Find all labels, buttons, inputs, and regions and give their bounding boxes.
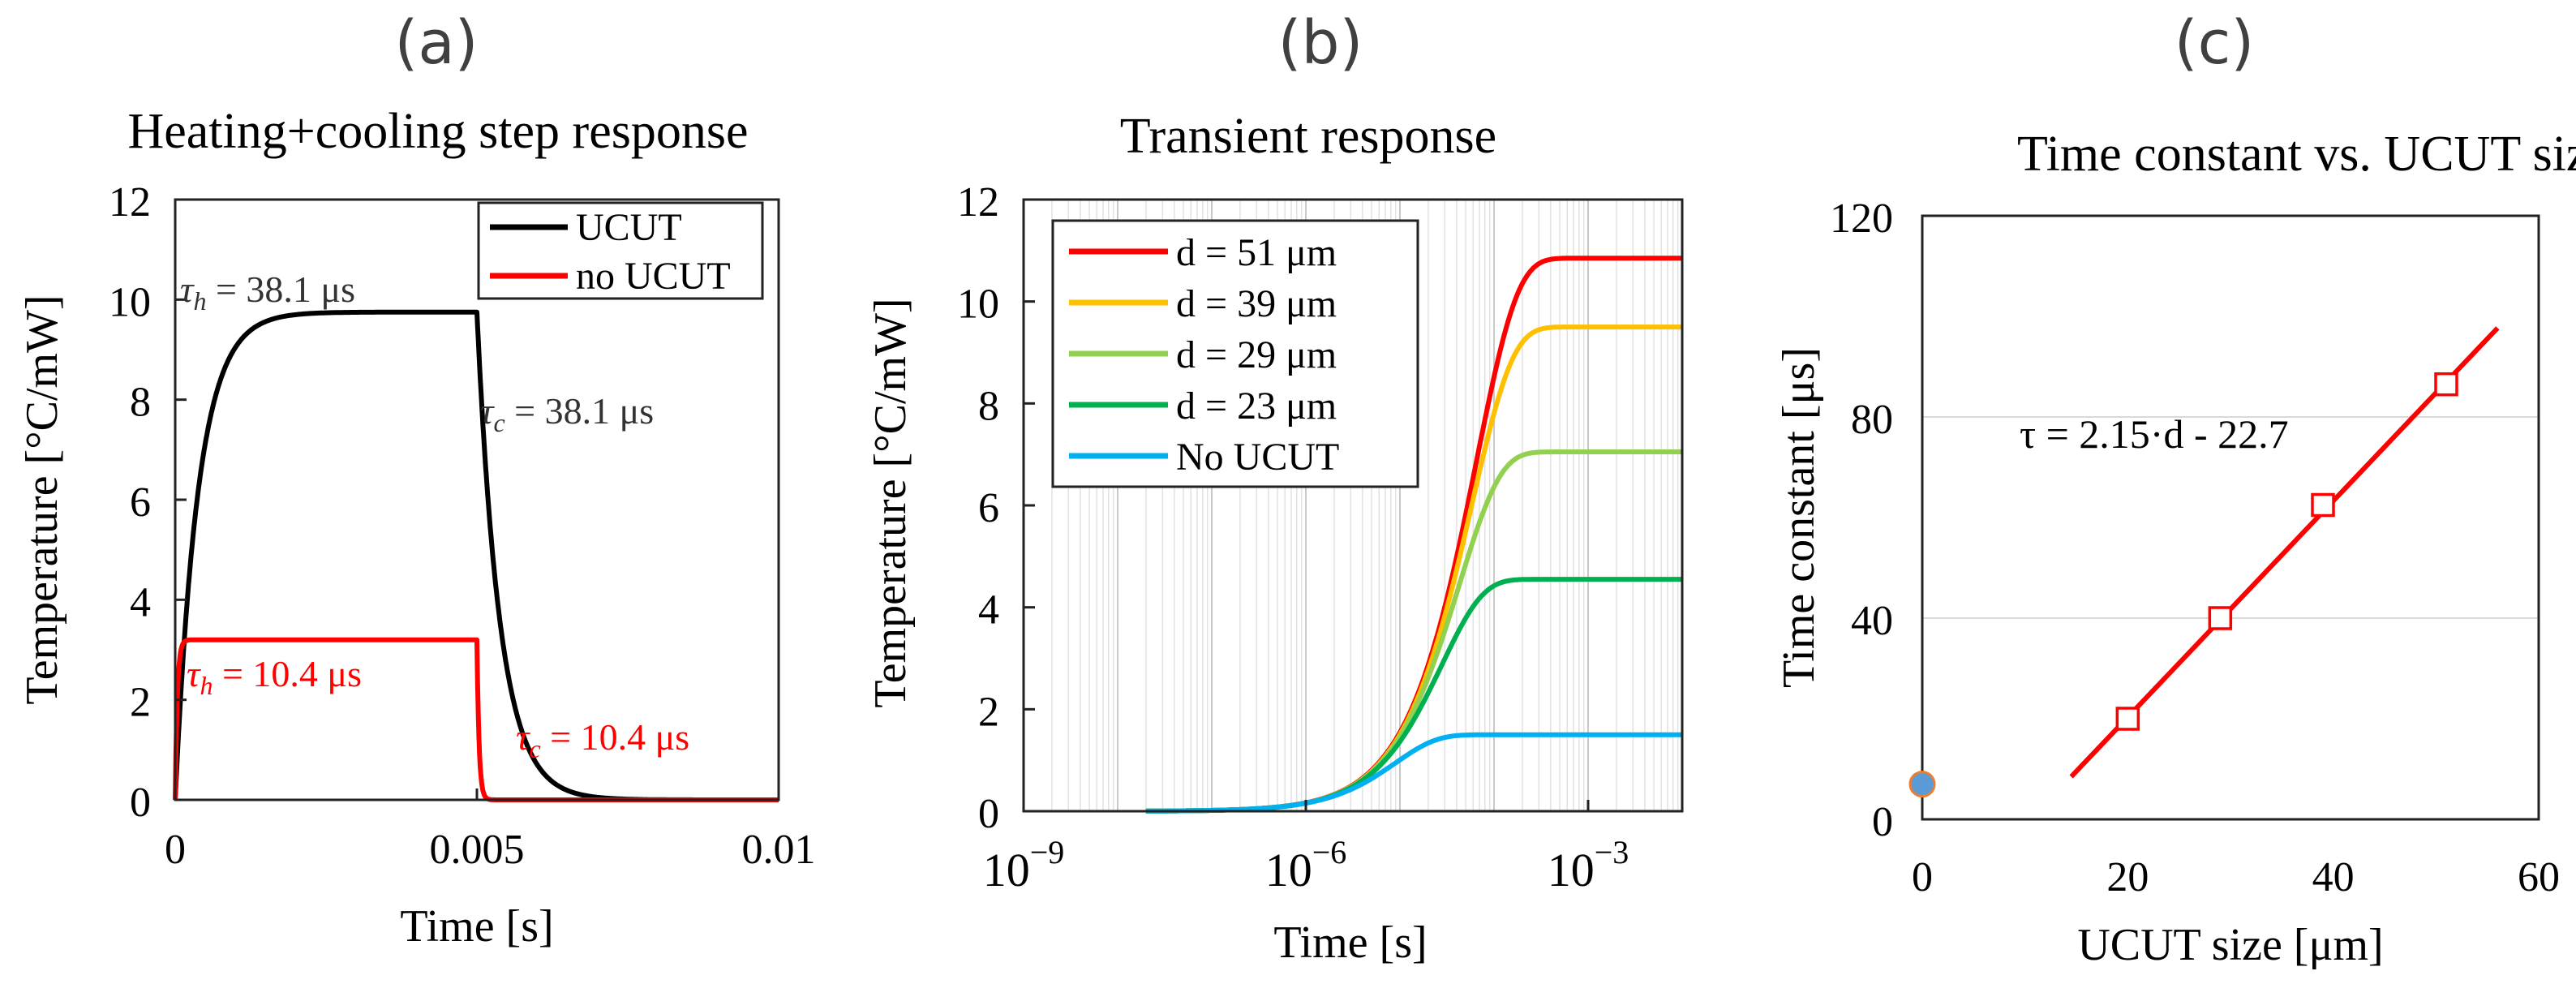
panel-c-ticks: 0 40 80 120 0 20 40 60 bbox=[1830, 196, 2560, 900]
panel-a-xtick-label: 0 bbox=[165, 827, 186, 873]
panel-b-series bbox=[1144, 256, 1684, 814]
panel-b-xlabel: Time [s] bbox=[1273, 917, 1427, 968]
panel-b-xtick-label: 10−3 bbox=[1548, 834, 1629, 896]
legend-label-no-ucut: no UCUT bbox=[576, 255, 731, 298]
panel-c-ytick-label: 0 bbox=[1872, 799, 1893, 845]
panel-b-ylabel: Temperature [°C/mW] bbox=[865, 298, 916, 707]
panel-c-point-square bbox=[2311, 492, 2335, 518]
panel-b-ytick-label: 12 bbox=[957, 179, 999, 226]
panel-c-point-square bbox=[2434, 372, 2458, 397]
panel-b-ticks: 0 2 4 6 8 10 12 10−9 10−6 10−3 bbox=[957, 179, 1629, 896]
panel-c-fit-equation: τ = 2.15·d - 22.7 bbox=[2020, 411, 2289, 457]
panel-b-ytick-label: 10 bbox=[957, 281, 999, 328]
panel-c-fit bbox=[2069, 326, 2500, 779]
panel-c-fit-line bbox=[2069, 326, 2500, 779]
panel-b-legend-label: d = 23 μm bbox=[1176, 385, 1337, 428]
panel-c-points bbox=[1908, 372, 2458, 798]
panel-c-ytick-label: 120 bbox=[1830, 196, 1893, 242]
panel-c-point-square bbox=[2208, 606, 2233, 630]
panel-a-title: Heating+cooling step response bbox=[127, 104, 748, 159]
annotation-ucut-tau-cooling: τc = 38.1 μs bbox=[480, 390, 654, 437]
panel-b-xtick-label: 10−9 bbox=[983, 834, 1065, 896]
panel-b-ytick-label: 6 bbox=[978, 485, 999, 531]
panel-c-xlabel: UCUT size [μm] bbox=[2077, 920, 2383, 970]
panel-a-ytick-label: 0 bbox=[130, 780, 151, 826]
annotation-no-ucut-tau-heating: τh = 10.4 μs bbox=[187, 653, 362, 700]
panel-c-title: Time constant vs. UCUT size bbox=[2017, 127, 2576, 182]
panel-a-ytick-label: 10 bbox=[109, 279, 151, 325]
panel-c-chart: 0 40 80 120 0 20 40 60 UCUT size [μm] Time cons… bbox=[1774, 196, 2560, 970]
panel-b-line-3 bbox=[1144, 577, 1684, 814]
panel-b-legend-label: No UCUT bbox=[1176, 436, 1339, 479]
panel-a-ytick-label: 2 bbox=[130, 680, 151, 726]
panel-c-point-square bbox=[2115, 707, 2140, 731]
panel-c-xtick-label: 0 bbox=[1912, 854, 1933, 900]
panel-b-letter: (b) bbox=[1278, 8, 1363, 78]
panel-a-letter: (a) bbox=[394, 8, 478, 78]
panel-b-title: Transient response bbox=[1120, 109, 1496, 164]
panel-a-ylabel: Temperature [°C/mW] bbox=[17, 294, 67, 704]
annotation-no-ucut-tau-cooling: τc = 10.4 μs bbox=[516, 716, 689, 763]
panel-b-legend: d = 51 μm d = 39 μm d = 29 μm d = 23 μm No U… bbox=[1051, 219, 1419, 488]
panel-b-ytick-label: 8 bbox=[978, 383, 999, 429]
panel-a-ytick-label: 4 bbox=[130, 579, 151, 625]
panel-a-chart: 0 2 4 6 8 10 12 0 0.005 0.01 Time [s] Temperature… bbox=[17, 179, 816, 952]
panel-b-legend-label: d = 51 μm bbox=[1176, 231, 1337, 274]
panel-b-legend-items: d = 51 μm d = 39 μm d = 29 μm d = 23 μm No U… bbox=[1069, 231, 1339, 479]
panel-a-ytick-label: 12 bbox=[109, 179, 151, 226]
panel-c-ytick-label: 80 bbox=[1851, 397, 1893, 443]
panel-c-ytick-label: 40 bbox=[1851, 598, 1893, 644]
panel-b-chart: 0 2 4 6 8 10 12 10−9 10−6 10−3 Time [s] Temperatu… bbox=[865, 179, 1684, 968]
panel-b-line-2 bbox=[1144, 449, 1684, 814]
panel-a-xlabel: Time [s] bbox=[400, 901, 553, 952]
panel-a-ytick-label: 6 bbox=[130, 479, 151, 526]
panel-c-plot-frame bbox=[1921, 214, 2540, 821]
panel-b-legend-label: d = 39 μm bbox=[1176, 282, 1337, 325]
panel-c-letter: (c) bbox=[2175, 8, 2254, 78]
panel-b-xtick-label: 10−6 bbox=[1265, 834, 1347, 896]
panel-b-ytick-label: 4 bbox=[978, 587, 999, 634]
panel-a-ytick-label: 8 bbox=[130, 380, 151, 426]
panel-a-ticks: 0 2 4 6 8 10 12 0 0.005 0.01 bbox=[109, 179, 816, 873]
panel-c-ylabel: Time constant [μs] bbox=[1774, 347, 1824, 688]
panel-a-xtick-label: 0.005 bbox=[430, 827, 525, 873]
panel-c-xtick-label: 60 bbox=[2518, 854, 2560, 900]
annotation-ucut-tau-heating: τh = 38.1 μs bbox=[180, 269, 355, 316]
panel-a-legend-box bbox=[477, 201, 764, 300]
panel-b-ytick-label: 0 bbox=[978, 791, 999, 837]
panel-c-xtick-label: 40 bbox=[2312, 854, 2355, 900]
panel-b-legend-label: d = 29 μm bbox=[1176, 333, 1337, 376]
panel-c-xtick-label: 20 bbox=[2106, 854, 2149, 900]
panel-b-line-4 bbox=[1144, 732, 1684, 814]
legend-label-ucut: UCUT bbox=[576, 206, 682, 249]
panel-a-legend: UCUT no UCUT bbox=[477, 201, 764, 300]
panel-c-point-circle bbox=[1908, 771, 1936, 798]
panel-a-xtick-label: 0.01 bbox=[742, 827, 816, 873]
panel-b-ytick-label: 2 bbox=[978, 689, 999, 735]
